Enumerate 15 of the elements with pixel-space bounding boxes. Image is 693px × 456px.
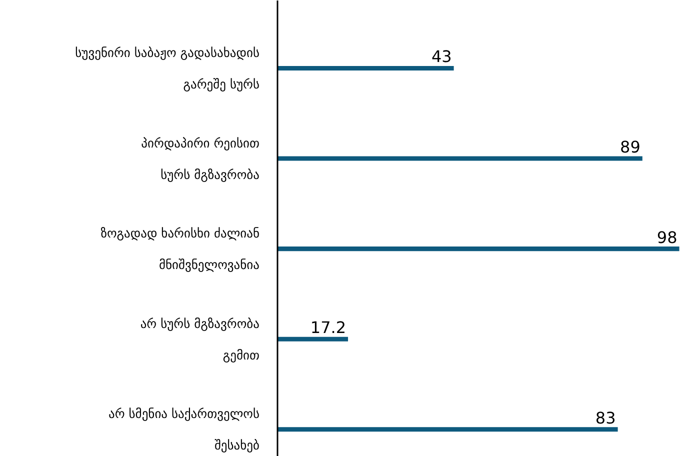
data-label: 43	[431, 47, 452, 66]
bar	[278, 66, 454, 70]
data-label: 89	[620, 138, 640, 157]
bar	[278, 246, 680, 252]
data-label: 83	[595, 408, 616, 428]
bar	[278, 156, 642, 161]
category-label: არ სურს მგზავრობა გემით	[140, 316, 260, 362]
data-label: 98	[656, 228, 678, 247]
category-label: პირდაპირი რეისით სურს მგზავრობა	[141, 135, 260, 182]
bar	[278, 427, 618, 432]
category-label: სუვენირი საბაჟო გადასახადის გარეშე სურს	[75, 44, 260, 92]
category-label: არ სმენია საქართველოს შესახებ	[108, 406, 260, 453]
category-label: ზოგადად ხარისხი ძალიან მნიშვნელოვანია	[100, 226, 260, 272]
bar	[278, 336, 348, 342]
data-label: 17.2	[310, 318, 346, 338]
